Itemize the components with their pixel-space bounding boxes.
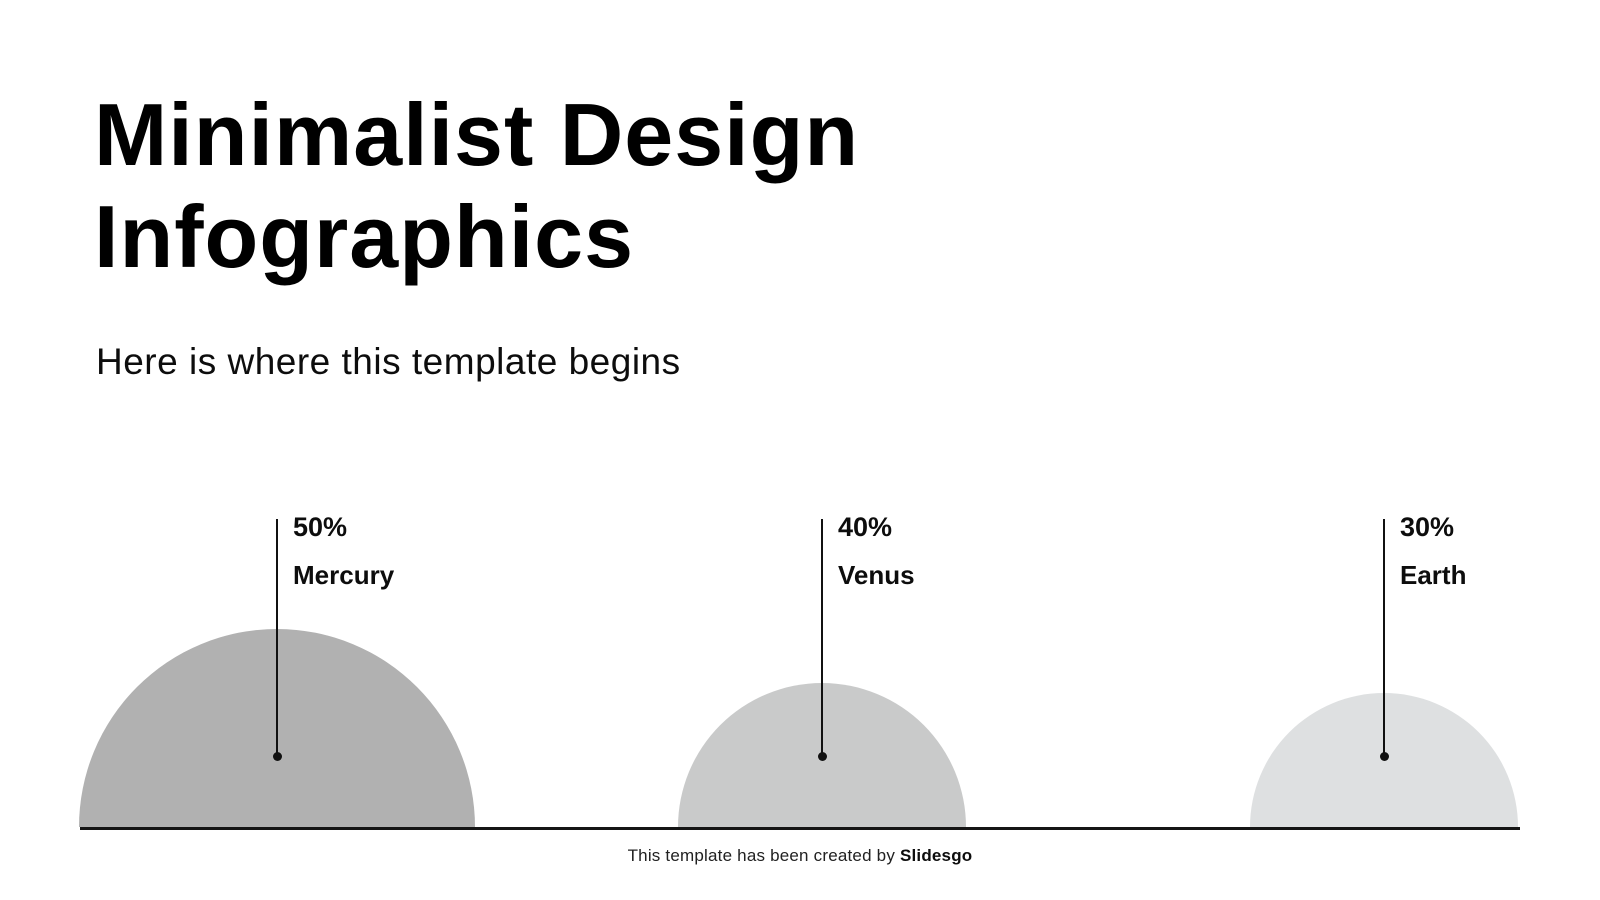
slide-title: Minimalist Design Infographics xyxy=(94,85,860,287)
planet-label-mercury: Mercury xyxy=(293,560,395,590)
pointer-line-venus xyxy=(821,519,823,756)
slide-subtitle: Here is where this template begins xyxy=(96,341,681,382)
chart-baseline xyxy=(80,827,1520,830)
planet-label-earth: Earth xyxy=(1400,560,1467,590)
pointer-dot-mercury xyxy=(272,751,282,761)
footer-credit: This template has been created by Slides… xyxy=(0,846,1600,866)
pointer-line-mercury xyxy=(276,519,278,756)
pointer-line-earth xyxy=(1383,519,1385,756)
pointer-dot-earth xyxy=(1379,751,1389,761)
planet-label-venus: Venus xyxy=(838,560,915,590)
footer-brand: Slidesgo xyxy=(899,846,973,865)
value-label-earth: 30% xyxy=(1400,512,1455,542)
value-label-venus: 40% xyxy=(838,512,893,542)
value-label-mercury: 50% xyxy=(293,512,348,542)
pointer-dot-venus xyxy=(817,751,827,761)
footer-credit-text: This template has been created by xyxy=(627,846,900,865)
